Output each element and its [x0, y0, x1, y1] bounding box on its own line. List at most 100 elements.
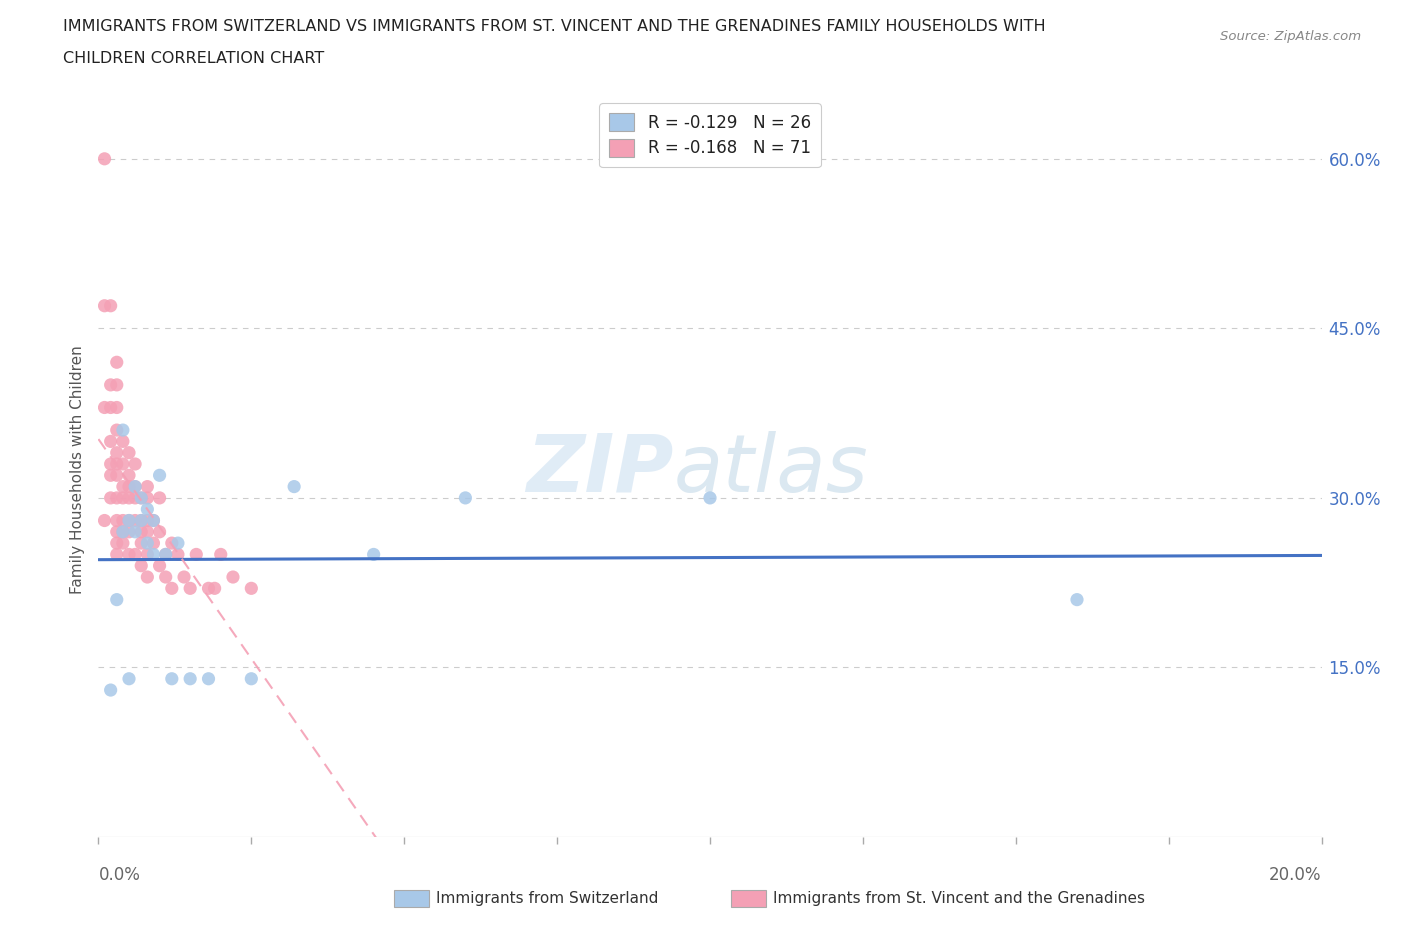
Point: [111, 490, 134, 505]
Point: [105, 592, 128, 607]
Point: [142, 513, 165, 528]
Point: [100, 299, 122, 313]
Point: [124, 513, 146, 528]
Point: [179, 581, 201, 596]
Text: Immigrants from St. Vincent and the Grenadines: Immigrants from St. Vincent and the Gren…: [773, 891, 1146, 906]
Text: atlas: atlas: [673, 431, 868, 509]
Point: [160, 581, 183, 596]
Point: [105, 513, 128, 528]
Point: [124, 457, 146, 472]
Point: [93, 513, 115, 528]
Point: [136, 490, 159, 505]
Point: [160, 671, 183, 686]
Point: [179, 671, 201, 686]
Point: [136, 536, 159, 551]
Legend: R = -0.129   N = 26, R = -0.168   N = 71: R = -0.129 N = 26, R = -0.168 N = 71: [599, 103, 821, 167]
Point: [118, 468, 141, 483]
Point: [100, 457, 122, 472]
Point: [118, 445, 141, 460]
Point: [204, 581, 226, 596]
Point: [105, 490, 128, 505]
Point: [124, 479, 146, 494]
Point: [105, 355, 128, 370]
Point: [124, 547, 146, 562]
Point: [118, 525, 141, 539]
Point: [129, 558, 152, 573]
Point: [155, 569, 177, 584]
Point: [142, 536, 165, 551]
Text: IMMIGRANTS FROM SWITZERLAND VS IMMIGRANTS FROM ST. VINCENT AND THE GRENADINES FA: IMMIGRANTS FROM SWITZERLAND VS IMMIGRANT…: [63, 19, 1046, 33]
Point: [111, 513, 134, 528]
Point: [149, 468, 172, 483]
Point: [93, 152, 115, 166]
Point: [100, 378, 122, 392]
Point: [111, 479, 134, 494]
Point: [100, 400, 122, 415]
Point: [105, 422, 128, 437]
Point: [155, 547, 177, 562]
Point: [197, 581, 219, 596]
Point: [118, 513, 141, 528]
Point: [105, 547, 128, 562]
Point: [197, 671, 219, 686]
Point: [100, 683, 122, 698]
Point: [111, 536, 134, 551]
Point: [111, 422, 134, 437]
Point: [118, 513, 141, 528]
Point: [105, 536, 128, 551]
Point: [129, 525, 152, 539]
Point: [149, 558, 172, 573]
Point: [240, 671, 263, 686]
Point: [129, 513, 152, 528]
Point: [149, 525, 172, 539]
Point: [142, 547, 165, 562]
Point: [167, 536, 190, 551]
Point: [111, 457, 134, 472]
Point: [167, 547, 190, 562]
Point: [105, 378, 128, 392]
Point: [124, 490, 146, 505]
Point: [186, 547, 208, 562]
Point: [283, 479, 305, 494]
Point: [155, 547, 177, 562]
Point: [240, 581, 263, 596]
Text: Immigrants from Switzerland: Immigrants from Switzerland: [436, 891, 658, 906]
Point: [129, 490, 152, 505]
Point: [93, 400, 115, 415]
Point: [136, 525, 159, 539]
Point: [118, 490, 141, 505]
Point: [124, 525, 146, 539]
Point: [136, 502, 159, 517]
Point: [118, 479, 141, 494]
Text: CHILDREN CORRELATION CHART: CHILDREN CORRELATION CHART: [63, 51, 325, 66]
Point: [124, 479, 146, 494]
Point: [105, 457, 128, 472]
Point: [111, 434, 134, 449]
Point: [105, 445, 128, 460]
Point: [100, 434, 122, 449]
Point: [136, 569, 159, 584]
Text: 0.0%: 0.0%: [98, 867, 141, 884]
Point: [454, 490, 477, 505]
Point: [136, 547, 159, 562]
Point: [129, 536, 152, 551]
Point: [160, 536, 183, 551]
Point: [136, 479, 159, 494]
Point: [129, 513, 152, 528]
Point: [100, 490, 122, 505]
Point: [136, 513, 159, 528]
Point: [118, 547, 141, 562]
Point: [93, 299, 115, 313]
Point: [1066, 592, 1088, 607]
Point: [173, 569, 195, 584]
Point: [699, 490, 721, 505]
Text: ZIP: ZIP: [526, 431, 673, 509]
Point: [105, 525, 128, 539]
Point: [105, 400, 128, 415]
Point: [111, 525, 134, 539]
Point: [222, 569, 245, 584]
Point: [105, 468, 128, 483]
Point: [142, 513, 165, 528]
Point: [118, 671, 141, 686]
Point: [100, 468, 122, 483]
